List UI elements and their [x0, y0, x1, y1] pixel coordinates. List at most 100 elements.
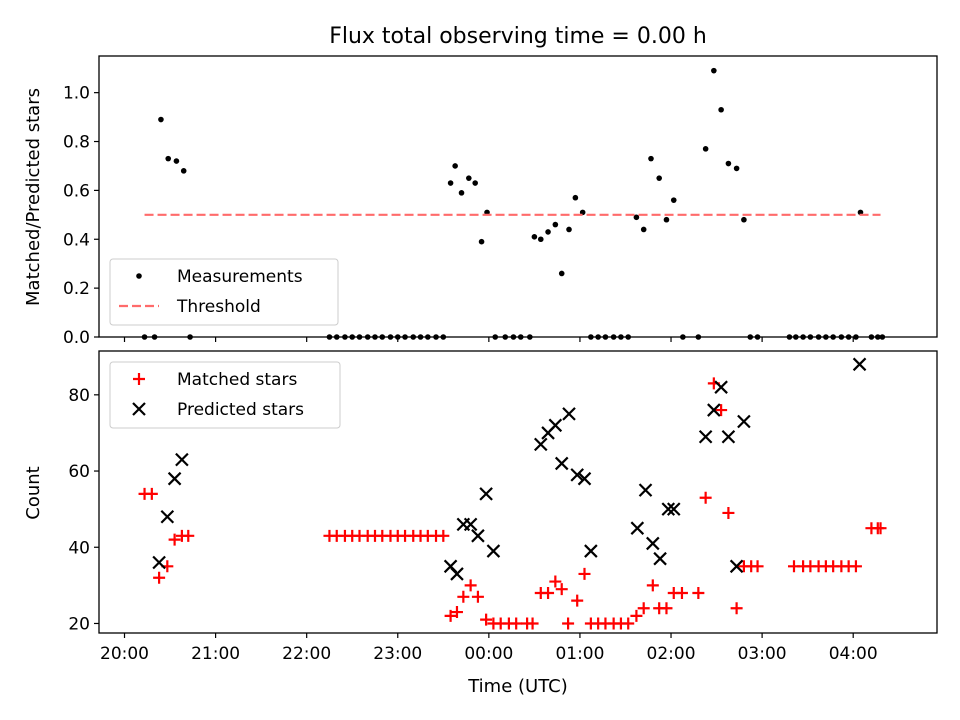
matched-star-point — [675, 586, 688, 599]
top-legend-box — [109, 258, 339, 326]
measurement-point — [531, 234, 538, 240]
measurement-point — [452, 163, 458, 169]
matched-star-point — [464, 579, 477, 592]
matched-star-point — [562, 617, 575, 630]
predicted-star-point — [714, 380, 728, 394]
legend-label: Measurements — [177, 267, 303, 287]
matched-star-point — [153, 571, 166, 584]
measurement-point — [478, 238, 485, 245]
legend-label: Matched stars — [177, 370, 297, 390]
matched-star-point — [699, 491, 712, 504]
matched-star-point — [480, 613, 493, 626]
matched-star-point — [730, 602, 743, 615]
matched-star-point — [622, 617, 635, 630]
predicted-star-point — [548, 418, 563, 433]
measurement-point — [702, 146, 709, 152]
bottom-y-tick-label: 60 — [68, 462, 90, 482]
measurement-point — [640, 226, 647, 233]
measurement-point — [545, 229, 551, 235]
measurement-point — [718, 106, 724, 113]
measurement-point — [663, 216, 670, 223]
predicted-star-point — [852, 357, 867, 372]
measurement-point — [165, 155, 172, 162]
measurement-point — [558, 270, 565, 277]
predicted-star-point — [577, 471, 592, 486]
measurement-point — [173, 158, 180, 164]
top-y-tick-label: 0.0 — [63, 328, 90, 348]
measurement-point — [180, 168, 187, 174]
legend-predicted-marker — [132, 402, 146, 416]
predicted-star-point — [463, 517, 478, 532]
predicted-star-point — [666, 502, 681, 516]
matched-star-point — [571, 594, 584, 607]
predicted-star-point — [562, 407, 576, 421]
measurement-point — [572, 194, 579, 201]
matched-star-point — [450, 606, 463, 619]
predicted-star-point — [479, 487, 493, 501]
x-tick-label: 21:00 — [191, 644, 240, 664]
predicted-star-point — [450, 567, 464, 581]
top-legend: Measurements Threshold — [109, 258, 339, 326]
predicted-star-point — [533, 437, 548, 452]
matched-star-point — [722, 506, 735, 519]
matched-star-point — [437, 529, 450, 542]
predicted-star-point — [638, 483, 653, 497]
predicted-star-point — [653, 551, 667, 566]
predicted-star-point — [646, 536, 660, 551]
predicted-star-point — [175, 452, 189, 467]
matched-star-point — [168, 533, 181, 546]
bottom-legend: Matched stars Predicted stars — [109, 361, 341, 429]
bottom-y-tick-label: 20 — [68, 614, 90, 634]
measurement-point — [472, 180, 478, 186]
matched-star-point — [660, 602, 673, 615]
x-tick-label: 00:00 — [464, 644, 513, 664]
bottom-y-tick-label: 80 — [68, 386, 90, 406]
x-tick-label: 02:00 — [647, 644, 696, 664]
chart-title: Flux total observing time = 0.00 h — [329, 24, 707, 49]
x-axis-label: Time (UTC) — [467, 676, 568, 697]
bottom-legend-box — [109, 361, 341, 429]
measurement-point — [458, 190, 465, 196]
top-panel: 0.0 0.2 0.4 0.6 0.8 1.0 Measurements Threshold — [63, 55, 938, 348]
matched-star-point — [145, 487, 158, 500]
bottom-panel: 20 40 60 80 20:00 21:00 22:00 23:00 00:00 01:00 02… — [68, 350, 938, 664]
predicted-star-point — [570, 468, 584, 482]
matched-star-point — [578, 567, 591, 580]
bottom-plot-frame — [98, 350, 938, 634]
matched-star-point — [457, 590, 470, 603]
measurement-point — [552, 221, 559, 228]
predicted-star-point — [160, 509, 175, 524]
matched-star-point — [542, 586, 555, 599]
bottom-panel-y-axis-label: Count — [23, 466, 44, 519]
predicted-star-point — [584, 544, 598, 558]
top-panel-y-axis-label: Matched/Predicted stars — [23, 88, 44, 306]
x-tick-label: 20:00 — [100, 644, 149, 664]
matched-star-point — [182, 529, 195, 542]
measurement-point — [670, 197, 677, 203]
matched-star-point — [526, 617, 539, 630]
predicted-star-point — [737, 414, 751, 429]
top-plot-frame — [98, 55, 938, 338]
measurement-point — [466, 175, 472, 181]
measurement-point — [733, 165, 740, 172]
matched-star-point — [630, 609, 643, 622]
predicted-star-point — [152, 555, 166, 570]
x-tick-label: 04:00 — [829, 644, 878, 664]
top-y-tick-label: 0.2 — [63, 279, 90, 299]
measurement-point — [566, 226, 572, 233]
legend-label: Threshold — [176, 297, 261, 317]
x-tick-label: 22:00 — [282, 644, 331, 664]
matched-star-point — [549, 575, 562, 588]
predicted-star-point — [661, 502, 676, 516]
predicted-star-point — [471, 529, 485, 543]
matched-star-point — [637, 602, 650, 615]
matched-star-point — [715, 404, 728, 417]
top-marks — [141, 67, 886, 340]
measurement-point — [633, 214, 640, 221]
matched-star-point — [692, 586, 705, 599]
predicted-star-point — [721, 429, 736, 444]
measurement-point — [711, 67, 717, 74]
predicted-star-point — [554, 456, 569, 471]
predicted-star-point — [167, 471, 182, 486]
